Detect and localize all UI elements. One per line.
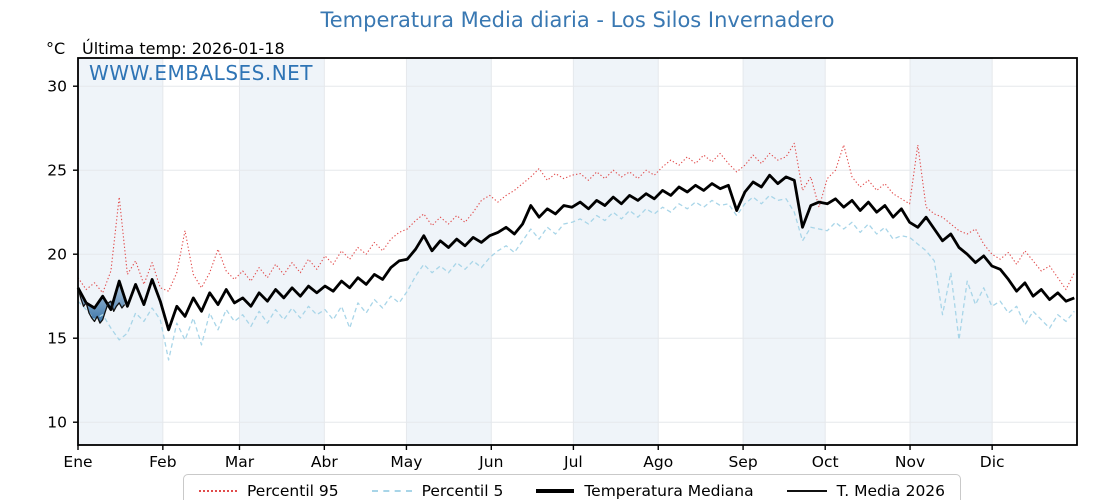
t-media-2026-line-swatch-icon xyxy=(786,490,827,492)
last-temp-annotation: Última temp: 2026-01-18 xyxy=(82,39,285,58)
svg-text:Jun: Jun xyxy=(478,453,503,471)
svg-text:30: 30 xyxy=(47,78,67,96)
svg-text:20: 20 xyxy=(47,246,67,264)
data-series-lines xyxy=(76,142,1075,361)
x-axis-month-labels: Ene Feb Mar Abr May Jun Jul Ago Sep Oct Nov Dic xyxy=(63,453,1004,471)
percentil-95-line-swatch-icon xyxy=(199,490,237,492)
svg-text:Ago: Ago xyxy=(643,453,673,471)
svg-text:Oct: Oct xyxy=(812,453,839,471)
svg-text:Dic: Dic xyxy=(980,453,1005,471)
legend-label: Percentil 5 xyxy=(421,482,504,500)
svg-text:Sep: Sep xyxy=(728,453,757,471)
svg-text:May: May xyxy=(390,453,422,471)
svg-text:Jul: Jul xyxy=(563,453,583,471)
percentil-5-line-swatch-icon xyxy=(371,490,412,492)
watermark-text: WWW.EMBALSES.NET xyxy=(89,61,314,85)
svg-text:15: 15 xyxy=(47,330,67,348)
y-axis-tick-labels: 10 15 20 25 30 xyxy=(47,78,67,432)
svg-text:Mar: Mar xyxy=(225,453,255,471)
svg-text:25: 25 xyxy=(47,162,67,180)
t-media-2026-fill-area xyxy=(78,281,125,324)
legend-item-mediana: Temperatura Mediana xyxy=(536,482,754,500)
plot-border xyxy=(77,57,1078,446)
legend-item-t-media-2026: T. Media 2026 xyxy=(786,482,946,500)
legend-item-percentil-5: Percentil 5 xyxy=(371,482,504,500)
legend-label: Percentil 95 xyxy=(247,482,339,500)
legend-label: Temperatura Mediana xyxy=(584,482,754,500)
y-axis-unit-label: °C xyxy=(46,39,66,58)
chart-legend: Percentil 95 Percentil 5 Temperatura Med… xyxy=(183,474,962,500)
axis-ticks xyxy=(73,85,993,450)
page-title: Temperatura Media diaria - Los Silos Inv… xyxy=(320,8,835,32)
legend-label: T. Media 2026 xyxy=(836,482,946,500)
svg-text:Ene: Ene xyxy=(63,453,92,471)
grid-lines xyxy=(78,58,1077,445)
mediana-line-swatch-icon xyxy=(536,489,575,493)
svg-text:10: 10 xyxy=(47,414,67,432)
month-shading-bands xyxy=(78,58,993,445)
svg-text:Feb: Feb xyxy=(149,453,176,471)
svg-text:Nov: Nov xyxy=(895,453,925,471)
legend-item-percentil-95: Percentil 95 xyxy=(199,482,339,500)
svg-text:Abr: Abr xyxy=(311,453,338,471)
